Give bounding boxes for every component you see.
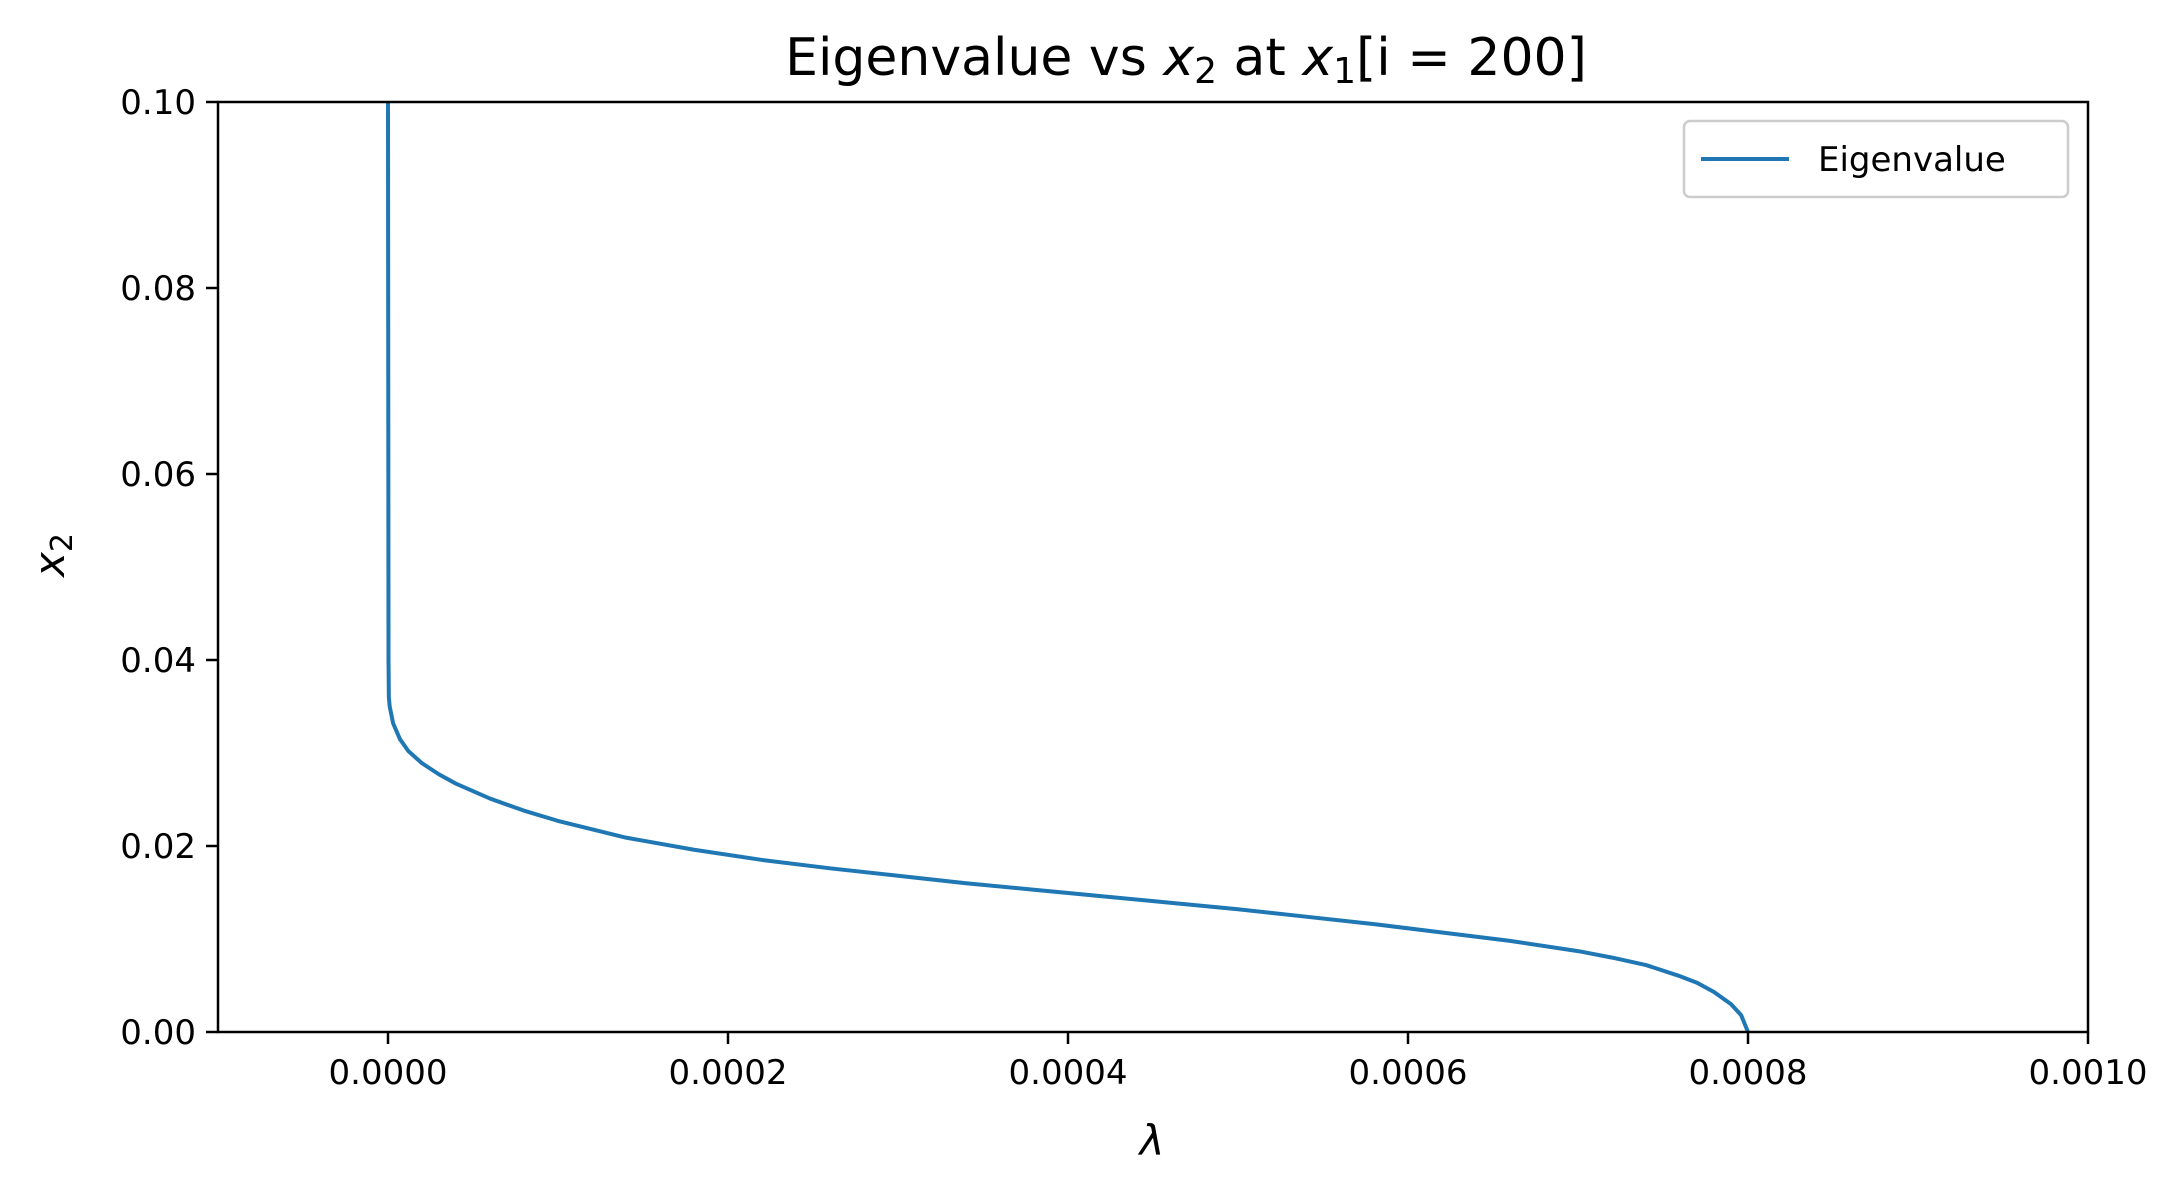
y-tick-label: 0.00 — [120, 1013, 196, 1053]
title-prefix: Eigenvalue vs — [785, 28, 1163, 88]
legend-label: Eigenvalue — [1818, 140, 2006, 180]
title-var-a: x — [1161, 28, 1195, 88]
y-tick-label: 0.02 — [120, 827, 196, 867]
plot-frame — [216, 100, 2090, 1034]
title-middle: at — [1217, 28, 1302, 88]
x-axis-ticks: 0.0000 0.0002 0.0004 0.0006 0.0008 0.0010 — [329, 1032, 2148, 1093]
x-tick-label: 0.0006 — [1349, 1053, 1468, 1093]
chart-title: Eigenvalue vs x2 at x1[i = 200] — [785, 28, 1587, 92]
x-tick-label: 0.0002 — [669, 1053, 788, 1093]
y-tick-label: 0.10 — [120, 83, 196, 123]
x-axis-label: λ — [1138, 1116, 1165, 1165]
legend-box — [1682, 119, 2070, 199]
title-var-b: x — [1300, 28, 1334, 88]
x-tick-label: 0.0004 — [1009, 1053, 1128, 1093]
title-sub-b: 1 — [1333, 51, 1356, 92]
y-label-sub: 2 — [45, 533, 80, 552]
y-tick-label: 0.06 — [120, 455, 196, 495]
y-tick-label: 0.08 — [120, 269, 196, 309]
series-line-eigenvalue — [386, 101, 1750, 1033]
y-axis-label: x2 — [25, 533, 80, 579]
title-suffix: [i = 200] — [1356, 28, 1587, 88]
x-tick-label: 0.0008 — [1689, 1053, 1808, 1093]
title-sub-a: 2 — [1194, 51, 1217, 92]
y-tick-label: 0.04 — [120, 641, 196, 681]
x-tick-label: 0.0010 — [2029, 1053, 2148, 1093]
x-tick-label: 0.0000 — [329, 1053, 448, 1093]
y-axis-ticks: 0.00 0.02 0.04 0.06 0.08 0.10 — [120, 83, 218, 1053]
legend: Eigenvalue — [1682, 119, 2070, 199]
y-label-var: x — [25, 551, 74, 579]
